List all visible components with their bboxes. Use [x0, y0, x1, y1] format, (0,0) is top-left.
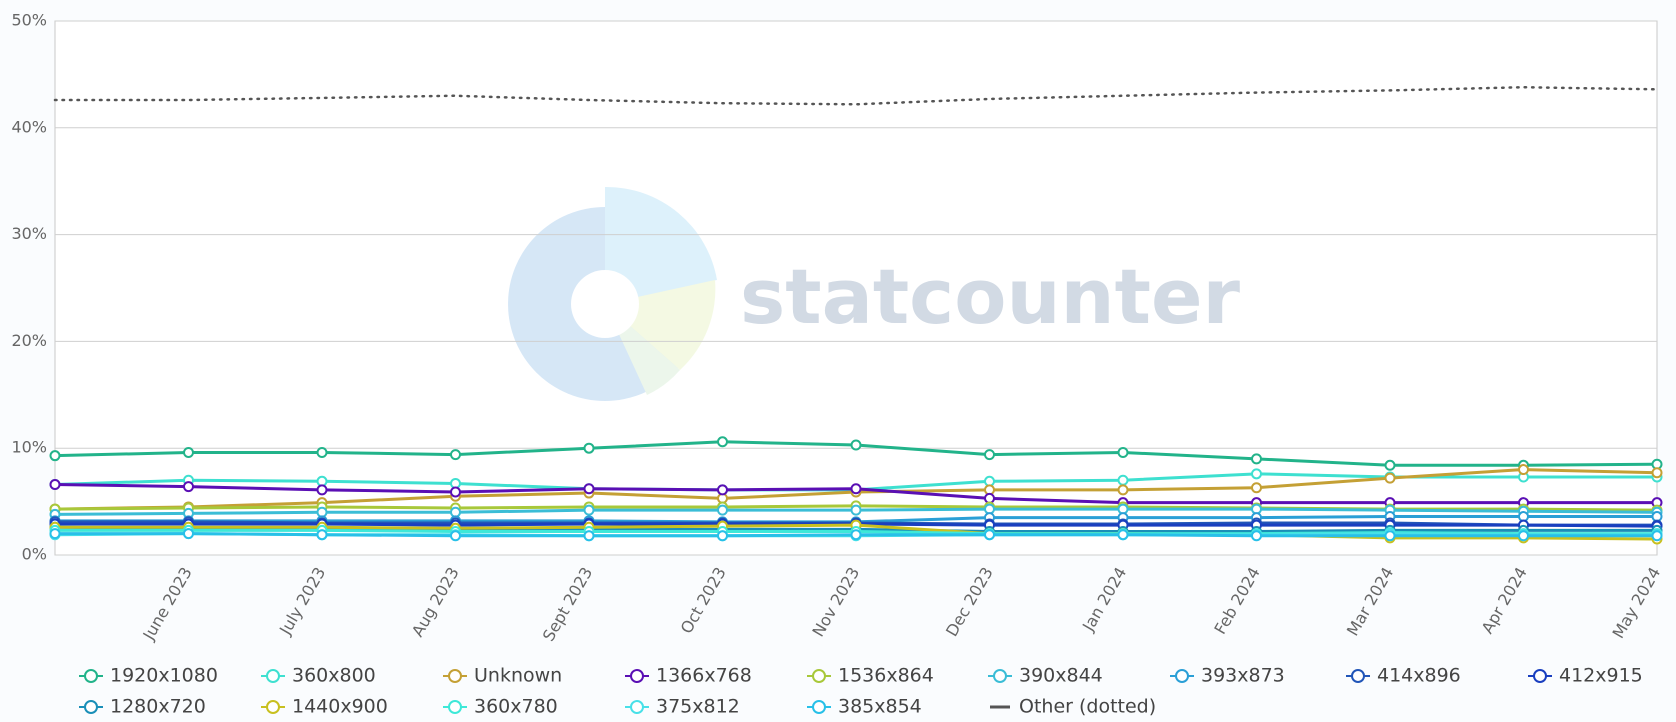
data-point — [1251, 530, 1262, 542]
x-tick-label: Nov 2023 — [808, 564, 863, 640]
x-tick-label: Apr 2024 — [1478, 564, 1531, 637]
y-tick-label: 10% — [11, 438, 47, 457]
data-point — [984, 529, 995, 541]
data-point — [1251, 482, 1262, 494]
data-point — [583, 442, 595, 454]
series-line — [53, 85, 1659, 106]
data-point — [183, 446, 194, 458]
legend-symbol — [1533, 669, 1547, 683]
legend-symbol — [266, 669, 280, 683]
data-point — [583, 483, 595, 495]
data-point — [1117, 529, 1129, 541]
legend-symbol — [630, 669, 644, 683]
legend-label: 1536x864 — [838, 665, 934, 687]
y-tick-label: 0% — [22, 545, 47, 564]
legend-label: 414x896 — [1377, 665, 1461, 687]
data-point — [583, 504, 595, 516]
data-point — [850, 504, 862, 516]
data-point — [850, 483, 862, 495]
data-point — [1384, 530, 1396, 542]
legend-symbol — [448, 669, 462, 683]
watermark-logo — [508, 186, 717, 401]
y-tick-label: 30% — [11, 224, 47, 243]
data-point — [850, 439, 862, 451]
x-tick-label: Dec 2023 — [942, 564, 997, 640]
legend-symbol — [812, 700, 826, 714]
y-tick-label: 50% — [11, 11, 47, 30]
legend-symbol — [266, 700, 280, 714]
data-point — [450, 530, 461, 542]
data-point — [316, 529, 328, 541]
data-point — [583, 530, 595, 542]
data-point — [450, 486, 461, 498]
legend-label: Other (dotted) — [1019, 696, 1156, 718]
data-point — [1384, 472, 1396, 484]
data-point — [1384, 459, 1396, 471]
data-point — [49, 479, 61, 491]
legend-symbol — [84, 669, 98, 683]
legend-label: 385x854 — [838, 696, 922, 718]
y-tick-label: 40% — [11, 117, 47, 136]
data-point — [717, 484, 728, 496]
legend-label: 375x812 — [656, 696, 740, 718]
legend-label: 412x915 — [1559, 665, 1643, 687]
legend-label: 360x800 — [292, 665, 376, 687]
x-tick-label: Aug 2023 — [408, 564, 463, 640]
legend-label: 390x844 — [1019, 665, 1103, 687]
data-point — [49, 528, 61, 540]
data-point — [1117, 446, 1129, 458]
legend-symbol — [84, 700, 98, 714]
x-tick-label: Mar 2024 — [1343, 564, 1397, 639]
data-point — [717, 436, 728, 448]
x-tick-label: July 2023 — [275, 564, 329, 639]
y-tick-label: 20% — [11, 331, 47, 350]
x-tick-label: Oct 2023 — [677, 564, 730, 637]
x-tick-label: Jan 2024 — [1078, 564, 1130, 635]
legend-label: 1440x900 — [292, 696, 388, 718]
legend-label: 1920x1080 — [110, 665, 218, 687]
legend-label: 1280x720 — [110, 696, 206, 718]
data-point — [984, 449, 995, 461]
data-point — [183, 528, 194, 540]
legend-label: Unknown — [474, 665, 562, 687]
data-point — [316, 484, 328, 496]
data-point — [717, 504, 728, 516]
x-tick-label: Sept 2023 — [539, 564, 597, 645]
legend-label: 393x873 — [1201, 665, 1285, 687]
data-point — [1251, 468, 1262, 480]
data-point — [1518, 464, 1529, 476]
data-point — [1518, 530, 1529, 542]
legend-symbol — [1175, 669, 1189, 683]
data-point — [717, 530, 728, 542]
data-point — [850, 529, 862, 541]
x-tick-label: June 2023 — [139, 564, 196, 644]
data-point — [183, 481, 194, 493]
data-point — [1117, 474, 1129, 486]
legend-symbol — [448, 700, 462, 714]
data-point — [49, 450, 61, 462]
x-tick-label: Feb 2024 — [1210, 564, 1264, 638]
data-point — [1651, 467, 1663, 479]
legend-symbol — [630, 700, 644, 714]
data-point — [450, 449, 461, 461]
watermark: statcounter — [740, 252, 1241, 341]
legend-symbol — [993, 669, 1007, 683]
x-tick-label: May 2024 — [1608, 564, 1664, 642]
data-point — [316, 446, 328, 458]
data-point — [1117, 484, 1129, 496]
data-point — [1251, 453, 1262, 465]
legend-label: 1366x768 — [656, 665, 752, 687]
legend-symbol — [1351, 669, 1365, 683]
legend-label: 360x780 — [474, 696, 558, 718]
data-point — [1651, 530, 1663, 542]
legend-symbol — [812, 669, 826, 683]
